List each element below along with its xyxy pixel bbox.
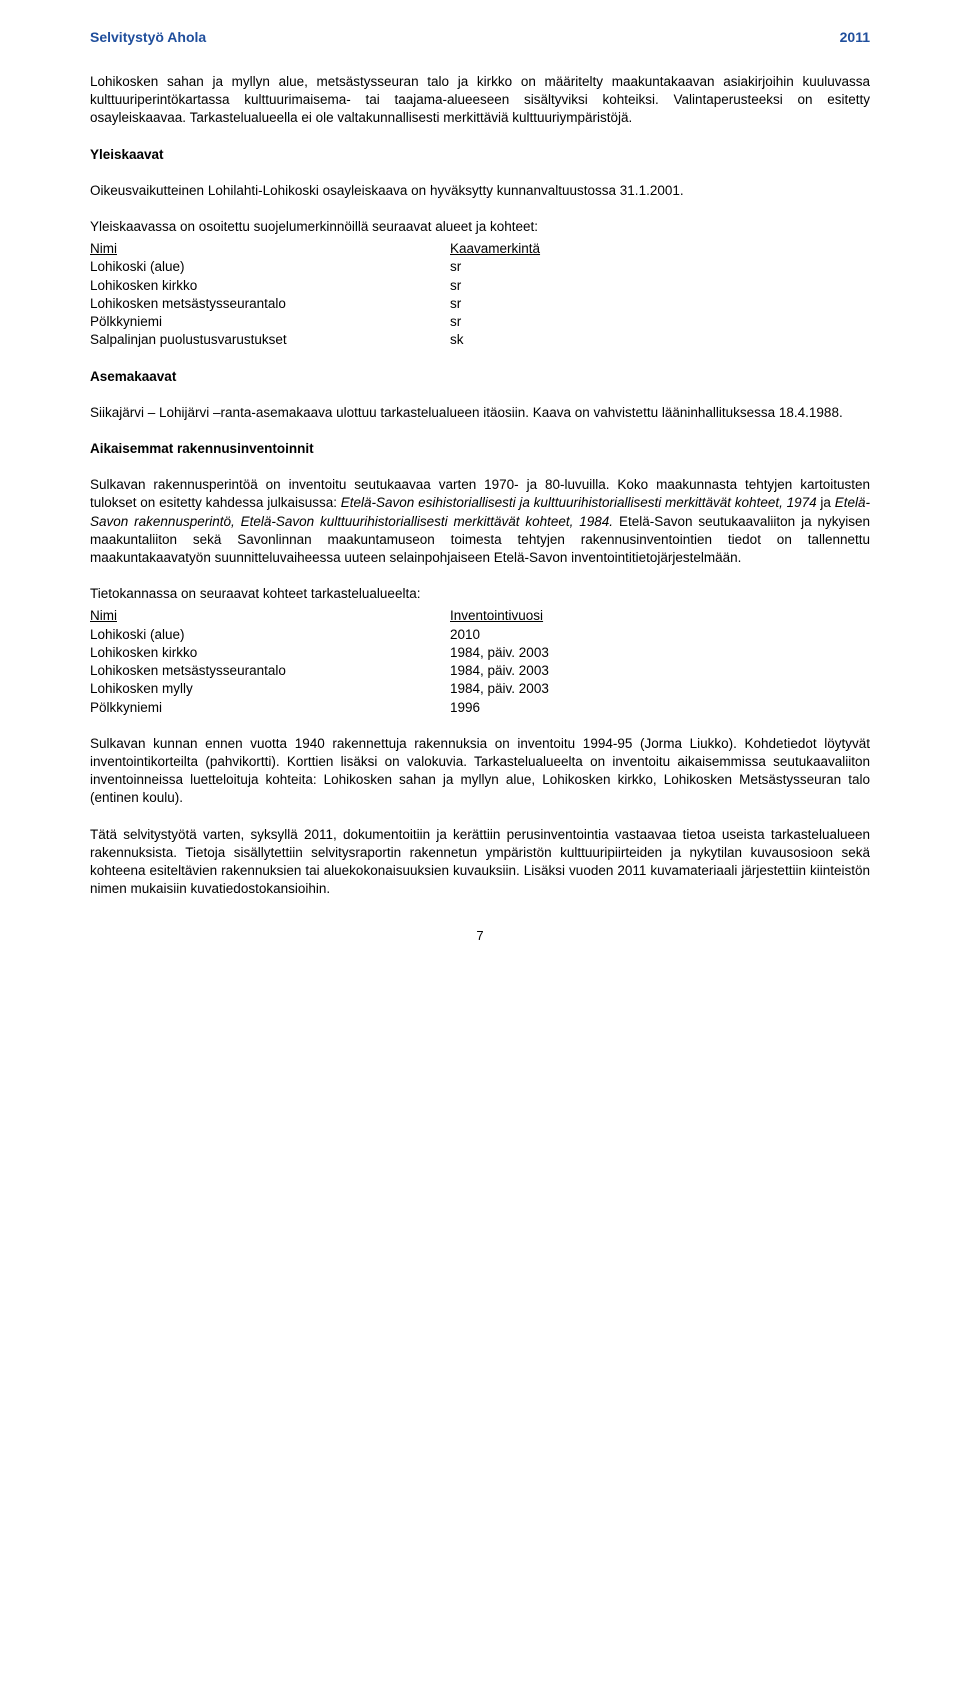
table-cell-value: 1996 (450, 699, 870, 717)
table-row: Lohikosken metsästysseurantalo 1984, päi… (90, 662, 870, 680)
page-number: 7 (90, 927, 870, 945)
table-cell-value: sr (450, 295, 870, 313)
table-inventointivuosi: Nimi Inventointivuosi Lohikoski (alue) 2… (90, 607, 870, 716)
table-row: Salpalinjan puolustusvarustukset sk (90, 331, 870, 349)
header-right: 2011 (840, 28, 870, 47)
table-cell-name: Lohikosken metsästysseurantalo (90, 662, 450, 680)
header-left: Selvitystyö Ahola (90, 28, 206, 47)
table-cell-value: sr (450, 313, 870, 331)
table-row: Lohikosken mylly 1984, päiv. 2003 (90, 680, 870, 698)
paragraph-sulkava: Sulkavan kunnan ennen vuotta 1940 rakenn… (90, 735, 870, 808)
table-cell-value: 1984, päiv. 2003 (450, 680, 870, 698)
paragraph-final: Tätä selvitystyötä varten, syksyllä 2011… (90, 826, 870, 899)
table-cell-name: Salpalinjan puolustusvarustukset (90, 331, 450, 349)
heading-aikaisemmat: Aikaisemmat rakennusinventoinnit (90, 440, 870, 458)
table-header-row: Nimi Inventointivuosi (90, 607, 870, 625)
table-cell-value: 1984, päiv. 2003 (450, 644, 870, 662)
table-cell-name: Pölkkyniemi (90, 699, 450, 717)
table-kaavamerkinta: Nimi Kaavamerkintä Lohikoski (alue) sr L… (90, 240, 870, 349)
table-cell-name: Lohikoski (alue) (90, 626, 450, 644)
paragraph-tietokanta-intro: Tietokannassa on seuraavat kohteet tarka… (90, 585, 870, 603)
table-row: Lohikosken metsästysseurantalo sr (90, 295, 870, 313)
table-cell-name: Pölkkyniemi (90, 313, 450, 331)
paragraph-asemakaava: Siikajärvi – Lohijärvi –ranta-asemakaava… (90, 404, 870, 422)
table-row: Lohikosken kirkko sr (90, 277, 870, 295)
table-cell-name: Lohikosken kirkko (90, 277, 450, 295)
table-cell-value: sr (450, 277, 870, 295)
table-row: Pölkkyniemi sr (90, 313, 870, 331)
paragraph-intro: Lohikosken sahan ja myllyn alue, metsäst… (90, 73, 870, 128)
table-row: Lohikoski (alue) 2010 (90, 626, 870, 644)
table-cell-name: Lohikosken mylly (90, 680, 450, 698)
table-cell-name: Lohikoski (alue) (90, 258, 450, 276)
table-cell-value: sk (450, 331, 870, 349)
table-head-nimi: Nimi (90, 240, 450, 258)
paragraph-yleiskaava-intro: Yleiskaavassa on osoitettu suojelumerkin… (90, 218, 870, 236)
table-row: Lohikoski (alue) sr (90, 258, 870, 276)
paragraph-yleiskaava: Oikeusvaikutteinen Lohilahti-Lohikoski o… (90, 182, 870, 200)
paragraph-inventoinnit: Sulkavan rakennusperintöä on inventoitu … (90, 476, 870, 567)
heading-asemakaavat: Asemakaavat (90, 368, 870, 386)
text-span: ja (817, 495, 835, 510)
table-cell-value: 2010 (450, 626, 870, 644)
table-head-kaavamerkinta: Kaavamerkintä (450, 240, 870, 258)
table-head-nimi: Nimi (90, 607, 450, 625)
table-row: Lohikosken kirkko 1984, päiv. 2003 (90, 644, 870, 662)
table-cell-value: sr (450, 258, 870, 276)
table-cell-value: 1984, päiv. 2003 (450, 662, 870, 680)
table-header-row: Nimi Kaavamerkintä (90, 240, 870, 258)
page-header: Selvitystyö Ahola 2011 (90, 28, 870, 47)
italic-citation: Etelä-Savon esihistoriallisesti ja kultt… (341, 495, 817, 510)
heading-yleiskaavat: Yleiskaavat (90, 146, 870, 164)
table-cell-name: Lohikosken kirkko (90, 644, 450, 662)
table-row: Pölkkyniemi 1996 (90, 699, 870, 717)
table-head-inventointivuosi: Inventointivuosi (450, 607, 870, 625)
table-cell-name: Lohikosken metsästysseurantalo (90, 295, 450, 313)
